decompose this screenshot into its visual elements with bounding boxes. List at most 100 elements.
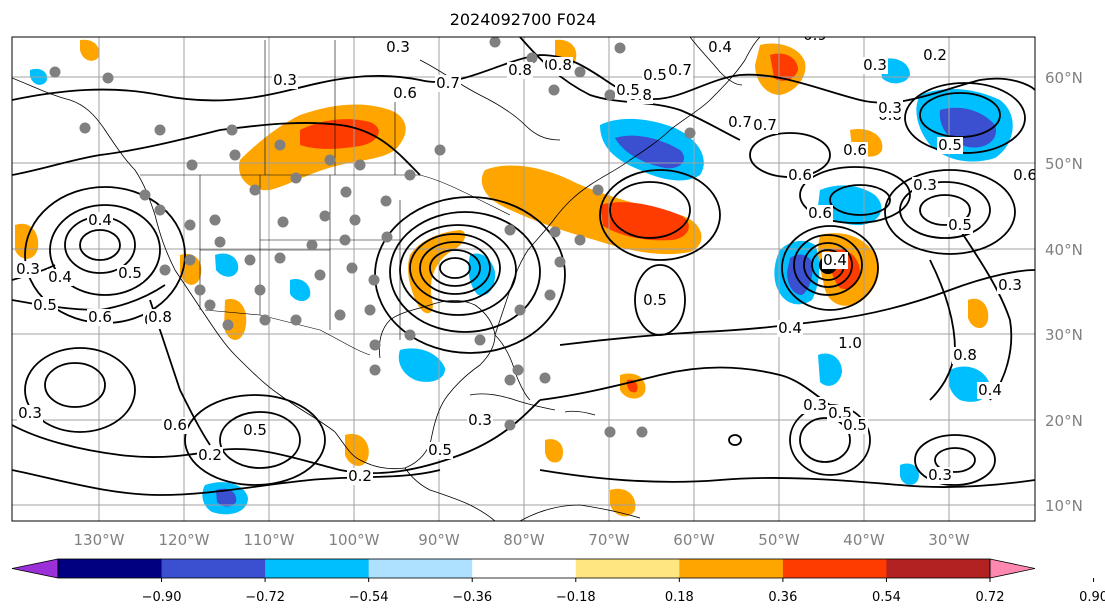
- contour-label-background: [642, 67, 668, 84]
- contour-label: 0.3: [15, 260, 41, 278]
- contour-label: 0.2: [922, 46, 948, 64]
- contour-label-background: [507, 62, 533, 79]
- contour-label-text: 0.8: [548, 56, 572, 74]
- contour-label-background: [197, 447, 223, 464]
- contour-label-background: [1012, 167, 1035, 184]
- station-dot: [554, 256, 566, 268]
- shade-positive-east-atlantic: [968, 298, 989, 329]
- station-dot: [340, 186, 352, 198]
- contour-label-background: [467, 412, 493, 429]
- colorbar-bin: [368, 559, 473, 578]
- lat-label-40n: 40°N: [1045, 241, 1083, 259]
- colorbar-tick-label: −0.36: [452, 590, 492, 605]
- station-dot: [154, 204, 166, 216]
- station-dot: [404, 329, 416, 341]
- station-dot: [204, 299, 216, 311]
- station-dot: [102, 72, 114, 84]
- colorbar-tick-label: −0.54: [349, 590, 389, 605]
- station-dot: [274, 139, 286, 151]
- contour-label-text: 0.8: [953, 346, 977, 364]
- shade-strong-negative-canada-east: [615, 135, 685, 169]
- coastline-cuba: [469, 393, 556, 411]
- station-dot: [489, 37, 501, 48]
- shade-negative-subtropical: [818, 353, 842, 386]
- lon-label-80w: 80°W: [503, 531, 545, 549]
- contour-label-background: [242, 422, 268, 439]
- contour-canada-east-1: [609, 181, 691, 239]
- station-dot: [574, 234, 586, 246]
- contour-label-text: 0.5: [243, 421, 267, 439]
- map-title: 2024092700 F024: [450, 10, 597, 29]
- station-dot: [254, 284, 266, 296]
- shade-strong-northwest-us: [300, 119, 379, 149]
- station-dot: [139, 189, 151, 201]
- contour-canada-east-2: [599, 169, 721, 261]
- contour-label-text: 0.3: [913, 176, 937, 194]
- contour-label-background: [802, 397, 828, 414]
- contour-label-text: 0.6: [88, 308, 112, 326]
- contour-0-3-south-atlantic: [539, 366, 831, 406]
- contour-label-text: 0.5: [843, 416, 867, 434]
- station-dot: [574, 66, 586, 78]
- station-dot: [214, 236, 226, 248]
- contour-pacific-south-1: [219, 411, 301, 469]
- contour-label-background: [937, 137, 963, 154]
- coastline-north-america-west: [12, 77, 406, 470]
- contour-label-text: 0.3: [863, 56, 887, 74]
- contour-label-background: [15, 261, 41, 278]
- contour-label: 0.3: [927, 466, 953, 484]
- contour-ne-atlantic-2: [899, 181, 991, 239]
- station-dot: [226, 124, 238, 136]
- contour-label-text: 0.4: [88, 211, 112, 229]
- station-dot: [604, 89, 616, 101]
- station-dot: [684, 127, 696, 139]
- colorbar-bin: [161, 559, 266, 578]
- station-dot: [539, 372, 551, 384]
- lon-label-110w: 110°W: [244, 531, 295, 549]
- colorbar-tick-label: 0.54: [872, 590, 901, 605]
- contour-label-background: [997, 277, 1023, 294]
- contour-label-background: [877, 100, 903, 117]
- contour-label-background: [642, 292, 668, 309]
- contour-label-background: [807, 205, 833, 222]
- contour-ne-atlantic-1: [919, 194, 971, 226]
- station-dot: [324, 154, 336, 166]
- station-dot: [186, 159, 198, 171]
- border-us-canada: [140, 174, 511, 216]
- lon-label-130w: 130°W: [74, 531, 125, 549]
- station-dot: [369, 364, 381, 376]
- station-dot: [474, 334, 486, 346]
- contour-label-background: [667, 62, 693, 79]
- contour-label: 0.6: [842, 141, 868, 159]
- contour-hurricane-5: [781, 225, 879, 311]
- contour-label: 0.5: [842, 416, 868, 434]
- contour-label: 0.4: [977, 381, 1003, 399]
- station-dot: [249, 184, 261, 196]
- contour-label: 0.6: [87, 308, 113, 326]
- station-dot: [514, 304, 526, 316]
- contour-label-text: 0.5: [616, 81, 640, 99]
- contour-label: 0.3: [467, 411, 493, 429]
- contour-label: 0.5: [615, 81, 641, 99]
- contour-0-3-far-south: [539, 469, 1035, 488]
- contour-label: 0.3: [997, 276, 1023, 294]
- shade-strong-negative-pacific-south: [216, 488, 237, 507]
- colorbar-tick-label: 0.90: [1079, 590, 1105, 605]
- station-dot: [504, 419, 516, 431]
- contour-label-text: 0.5: [643, 291, 667, 309]
- contour-label-text: 0.3: [803, 396, 827, 414]
- contour-label-text: 0.4: [48, 268, 72, 286]
- station-dot: [274, 252, 286, 264]
- contour-label: 0.3: [385, 38, 411, 56]
- contour-label-background: [162, 417, 188, 434]
- contour-gulf-low-5: [399, 224, 517, 316]
- contour-label-text: 0.5: [428, 441, 452, 459]
- contour-labels: 0.20.30.50.80.30.60.70.80.40.50.30.40.20…: [15, 37, 1035, 485]
- contour-label-text: 0.4: [708, 38, 732, 56]
- station-dot: [380, 195, 392, 207]
- station-dot: [526, 52, 538, 64]
- contour-hurricane-3: [803, 242, 853, 288]
- contour-label: 0.8: [547, 56, 573, 74]
- contour-label-text: 0.3: [18, 404, 42, 422]
